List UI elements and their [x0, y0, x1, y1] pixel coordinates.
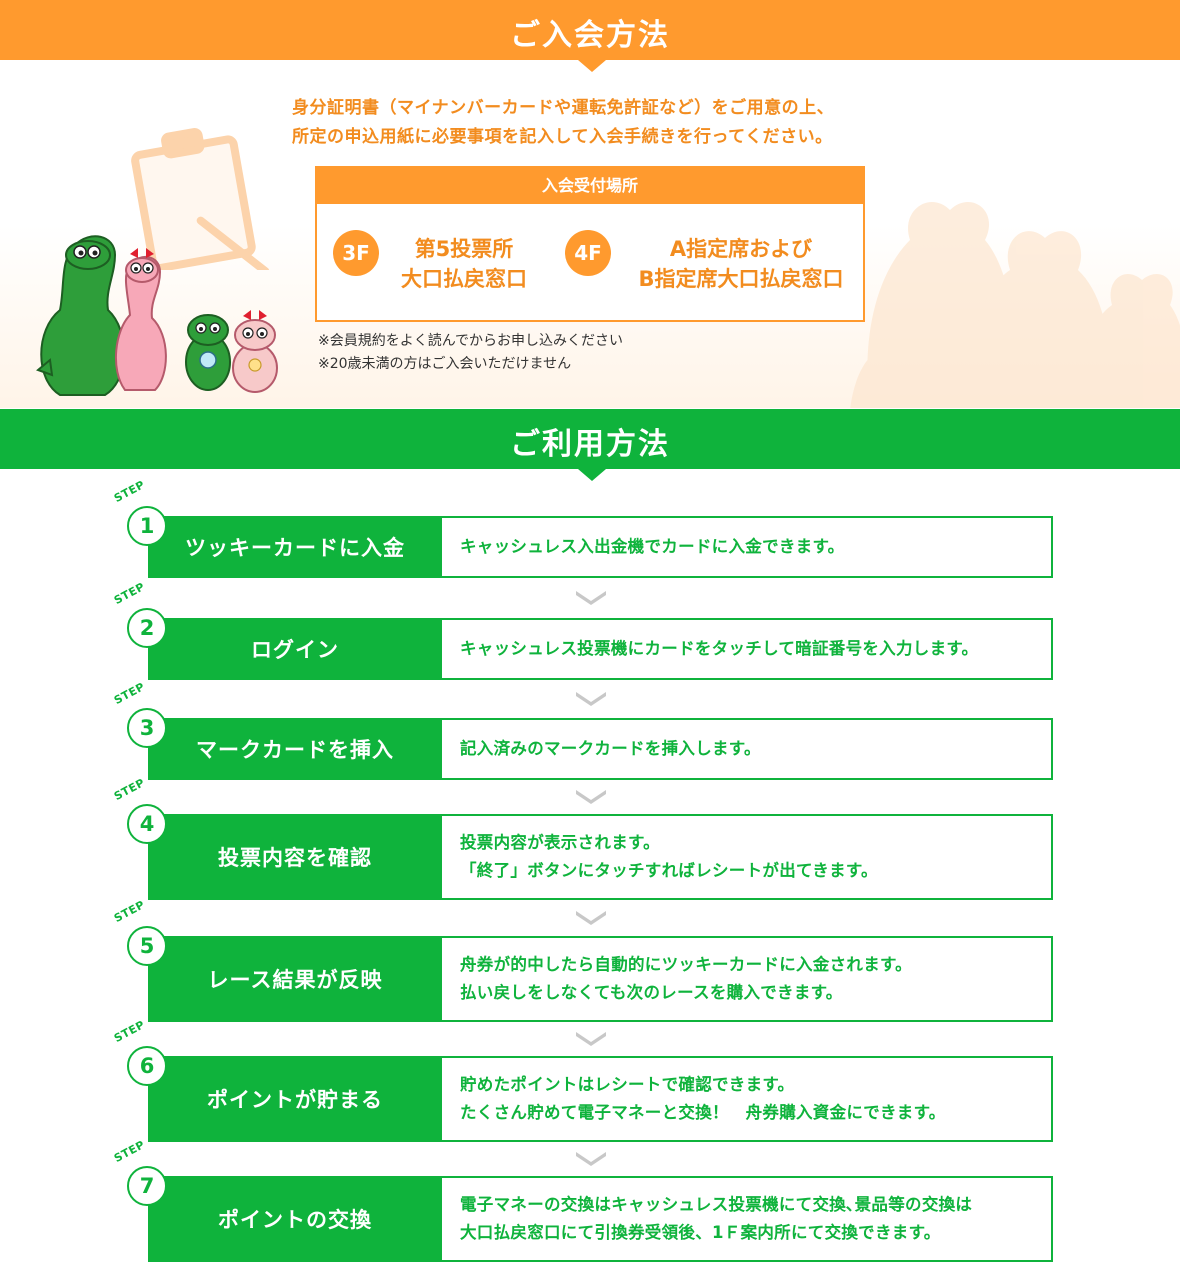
step-word: STEP: [111, 680, 148, 707]
join-intro: 身分証明書（マイナンバーカードや運転免許証など）をご用意の上、 所定の申込用紙に…: [292, 94, 834, 152]
floor-4f-badge: 4F: [565, 230, 611, 276]
join-note: ※20歳未満の方はご入会いただけません: [318, 356, 572, 372]
step-label: 投票内容を確認: [148, 814, 442, 900]
step-description-line2: 「終了」ボタンにタッチすればレシートが出てきます。: [460, 861, 878, 880]
floor-3f-badge: 3F: [333, 230, 379, 276]
step-4: 投票内容を確認 投票内容が表示されます。「終了」ボタンにタッチすればレシートが出て…: [148, 814, 1053, 900]
join-intro-line1: 身分証明書（マイナンバーカードや運転免許証など）をご用意の上、: [292, 98, 835, 118]
chevron-down-icon: [576, 692, 606, 706]
step-6: ポイントが貯まる 貯めたポイントはレシートで確認できます。たくさん貯めて電子マネー…: [148, 1056, 1053, 1142]
step-label: ツッキーカードに入金: [148, 516, 442, 578]
floor-4f-line2: B指定席大口払戻窓口: [638, 267, 844, 291]
join-header: ご入会方法: [0, 0, 1180, 72]
step-description: 電子マネーの交換はキャッシュレス投票機にて交換､景品等の交換は 大口払戻窓口にて引…: [460, 1178, 1041, 1260]
step-description: 舟券が的中したら自動的にツッキーカードに入金されます。 払い戻しをしなくても次のレ…: [460, 938, 1041, 1020]
small-pink-mascot: [232, 310, 278, 393]
step-description: キャッシュレス投票機にカードをタッチして暗証番号を入力します。: [460, 620, 1041, 678]
chevron-down-icon: [576, 790, 606, 804]
step-word: STEP: [111, 776, 148, 803]
background-characters-illustration: [850, 201, 1180, 408]
step-number-badge: 4: [127, 804, 167, 844]
join-notes: ※会員規約をよく読んでからお申し込みください ※20歳未満の方はご入会いただけま…: [318, 330, 623, 376]
chevron-down-icon: [576, 591, 606, 605]
join-section: ご入会方法 身分証明書（マイナンバーカードや運転免許証など）をご用意の上、 所定…: [0, 0, 1180, 408]
step-description-line2: たくさん貯めて電子マネーと交換！ 舟券購入資金にできます。: [460, 1103, 946, 1122]
step-number-badge: 5: [127, 926, 167, 966]
step-description-line1: キャッシュレス投票機にカードをタッチして暗証番号を入力します。: [460, 639, 979, 658]
step-number-badge: 7: [127, 1166, 167, 1206]
chevron-down-icon: [576, 911, 606, 925]
step-label: ポイントが貯まる: [148, 1056, 442, 1142]
chevron-down-icon: [576, 1032, 606, 1046]
step-3: マークカードを挿入 記入済みのマークカードを挿入します。: [148, 718, 1053, 780]
step-word: STEP: [111, 898, 148, 925]
step-word: STEP: [111, 478, 148, 505]
floor-4f-text: A指定席および B指定席大口払戻窓口: [611, 234, 871, 294]
step-label: レース結果が反映: [148, 936, 442, 1022]
step-description-line1: 記入済みのマークカードを挿入します。: [460, 739, 761, 758]
usage-title: ご利用方法: [510, 427, 670, 462]
step-number-badge: 6: [127, 1046, 167, 1086]
step-description-line1: 投票内容が表示されます。: [460, 833, 660, 852]
floor-3f-line1: 第5投票所: [414, 237, 514, 261]
step-description-line1: 貯めたポイントはレシートで確認できます。: [460, 1075, 795, 1094]
step-description: キャッシュレス入出金機でカードに入金できます。: [460, 518, 1041, 576]
clipboard-pen-illustration: [131, 128, 270, 270]
step-1: ツッキーカードに入金 キャッシュレス入出金機でカードに入金できます。: [148, 516, 1053, 578]
step-description-line1: キャッシュレス入出金機でカードに入金できます。: [460, 537, 845, 556]
step-word: STEP: [111, 580, 148, 607]
step-description-line2: 払い戻しをしなくても次のレースを購入できます。: [460, 983, 843, 1002]
reception-title: 入会受付場所: [317, 168, 863, 204]
step-description: 記入済みのマークカードを挿入します。: [460, 720, 1041, 778]
floor-3f-text: 第5投票所 大口払戻窓口: [389, 234, 539, 294]
step-description-line1: 電子マネーの交換はキャッシュレス投票機にて交換､景品等の交換は: [460, 1195, 973, 1214]
chevron-down-icon: [576, 1152, 606, 1166]
step-7: ポイントの交換 電子マネーの交換はキャッシュレス投票機にて交換､景品等の交換は 大口…: [148, 1176, 1053, 1262]
usage-header: ご利用方法: [0, 409, 1180, 481]
floor-4f: 4F A指定席および B指定席大口払戻窓口: [565, 230, 871, 294]
step-description-line1: 舟券が的中したら自動的にツッキーカードに入金されます。: [460, 955, 912, 974]
reception-box: 入会受付場所 3F 第5投票所 大口払戻窓口 4F A指定席および B指定席大口…: [315, 166, 865, 322]
mascot-characters-illustration: [36, 235, 278, 396]
join-header-notch: [578, 60, 606, 72]
join-intro-line2: 所定の申込用紙に必要事項を記入して入会手続きを行ってください。: [292, 127, 833, 147]
join-note: ※会員規約をよく読んでからお申し込みください: [318, 333, 624, 349]
step-word: STEP: [111, 1138, 148, 1165]
step-number-badge: 1: [127, 506, 167, 546]
step-number-badge: 3: [127, 708, 167, 748]
step-description: 投票内容が表示されます。「終了」ボタンにタッチすればレシートが出てきます。: [460, 816, 1041, 898]
step-label: マークカードを挿入: [148, 718, 442, 780]
small-green-mascot: [185, 314, 231, 391]
step-description-line2: 大口払戻窓口にて引換券受領後、1Ｆ案内所にて交換できます。: [460, 1223, 941, 1242]
join-title: ご入会方法: [510, 18, 670, 53]
floor-4f-line1: A指定席および: [669, 237, 813, 261]
green-dinosaur-mascot: [36, 235, 126, 396]
floor-3f-line2: 大口払戻窓口: [401, 267, 527, 291]
step-label: ポイントの交換: [148, 1176, 442, 1262]
step-description: 貯めたポイントはレシートで確認できます。たくさん貯めて電子マネーと交換！ 舟券購…: [460, 1058, 1041, 1140]
floor-3f: 3F 第5投票所 大口払戻窓口: [333, 230, 539, 294]
pink-dinosaur-mascot: [114, 248, 167, 391]
step-2: ログイン キャッシュレス投票機にカードをタッチして暗証番号を入力します。: [148, 618, 1053, 680]
step-5: レース結果が反映 舟券が的中したら自動的にツッキーカードに入金されます。 払い戻しを…: [148, 936, 1053, 1022]
step-number-badge: 2: [127, 608, 167, 648]
step-label: ログイン: [148, 618, 442, 680]
usage-header-notch: [578, 469, 606, 481]
step-word: STEP: [111, 1018, 148, 1045]
